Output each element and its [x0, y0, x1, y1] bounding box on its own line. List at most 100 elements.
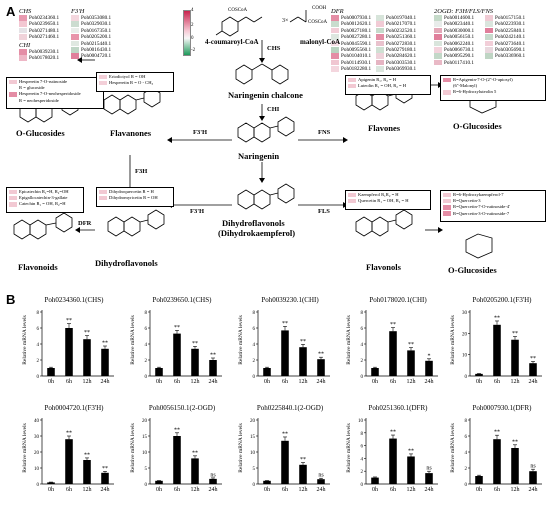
gene-name: Poh0217070.1: [386, 21, 417, 28]
box-text: R = neohesperidoside: [19, 97, 59, 103]
gene-swatch: [434, 40, 442, 47]
gene-group-title: F3'H: [71, 8, 85, 15]
gene-row: Poh0225840.1: [485, 27, 525, 34]
x-tick-label: 24h: [529, 379, 538, 385]
box-r-hydroxy: R=6-Hydroxykaempferol-7 R=Quercetin-3 R=Qu…: [440, 190, 546, 222]
gene-row: Poh0117410.1: [434, 59, 493, 66]
gene-name: Poh0271480.1: [29, 27, 60, 34]
box-line: Luteolin R₁ = OH, R₂ = H: [348, 83, 428, 89]
box-line: R=Quercetin-7-O-rutinoside-4': [443, 204, 543, 210]
significance-label: **: [390, 430, 396, 436]
x-tick-label: 0h: [264, 379, 270, 385]
box-swatch: [443, 90, 451, 95]
gene-swatch: [485, 15, 493, 21]
gene-name: Poh0104010.1: [341, 53, 372, 60]
gene-row: Poh0369930.1: [376, 66, 416, 72]
y-tick-label: 0: [465, 483, 468, 488]
box-eriodictyol: Eriodictyol R = OH Hesperetin R = O - CH₃: [96, 72, 174, 92]
gene-name: Poh0303530.1: [386, 59, 417, 66]
enzyme-dfr: DFR: [78, 220, 92, 227]
color-legend: 4 2 0 -2: [183, 8, 197, 56]
gene-name: Poh0336960.1: [495, 53, 526, 60]
box-apigenin: Apigenin R₁, R₂ = H Luteolin R₁ = OH, R₂ …: [345, 75, 431, 95]
box-line: Eriodictyol R = OH: [99, 74, 171, 80]
gene-name: Poh0272830.1: [386, 40, 417, 47]
gene-name: Poh0205200.1: [81, 34, 112, 41]
box-line: (6''-Malonyl): [443, 83, 543, 89]
gene-row: Poh0305690.1: [485, 46, 525, 53]
y-tick-label: 20: [142, 419, 148, 424]
gene-row: Poh0182280.1: [331, 66, 371, 72]
oglu-right-top-label: O-Glucosides: [453, 121, 502, 131]
box-swatch: [443, 77, 451, 83]
chart-title: Poh0056150.1(2-OGD): [149, 404, 216, 412]
x-tick-label: 6h: [66, 487, 72, 493]
chart-ylabel: Relative mRNA levels: [130, 315, 136, 365]
x-tick-label: 0h: [372, 487, 378, 493]
box-line: Hesperetin 7-O-rutinoside: [9, 79, 101, 85]
box-line: R = neohesperidoside: [9, 98, 101, 104]
gene-name: Poh0062240.1: [444, 40, 475, 47]
y-tick-label: 6: [465, 435, 468, 440]
gene-row: Poh0178020.1: [19, 55, 59, 61]
box-swatch: [348, 192, 356, 198]
bar-charts: Poh0234360.1(CHS)Relative mRNA levels024…: [22, 296, 542, 493]
box-text: R=6-Hydroxykaempferol-7: [453, 192, 504, 197]
gene-name: Poh0030000.1: [444, 27, 475, 34]
gene-row: Poh0062240.1: [434, 40, 493, 47]
gene-row: Poh0004720.1: [71, 53, 111, 59]
gene-group: CHS Poh0234360.1 Poh0239650.1 Poh0271480.1 P…: [19, 8, 59, 41]
gene-swatch: [19, 49, 27, 55]
box-text: Dihydroquercetin R = H: [109, 189, 154, 194]
box-line: Hesperetin 7-O-neohesperidoside: [9, 91, 101, 97]
gene-swatch: [331, 66, 339, 72]
significance-label: **: [318, 352, 324, 358]
y-tick-label: 0: [253, 375, 256, 380]
gene-swatch: [71, 40, 79, 47]
gene-name: Poh0239650.1: [29, 21, 60, 28]
gene-name: Poh0305690.1: [495, 46, 526, 53]
y-tick-label: 0: [465, 375, 468, 380]
gene-name: Poh0045590.1: [341, 40, 372, 47]
gene-swatch: [71, 53, 79, 59]
y-tick-label: 6: [145, 327, 148, 332]
chart-title: Poh0007930.1(DFR): [473, 404, 533, 412]
gene-name: Poh0066730.1: [444, 46, 475, 53]
gene-swatch: [19, 27, 27, 34]
gene-name: Poh0178020.1: [29, 55, 60, 62]
x-tick-label: 12h: [83, 379, 92, 385]
chart-title: Poh0251360.1(DFR): [369, 404, 429, 412]
bar: [47, 368, 55, 376]
gene-row: Poh0007930.1: [331, 15, 371, 21]
y-tick-label: 5: [145, 467, 148, 472]
gene-name: Poh0157150.1: [495, 15, 526, 21]
malonyl-scoa: COSCoA: [308, 20, 328, 25]
bar: [371, 477, 379, 484]
gene-swatch: [434, 21, 442, 27]
chart-title: Poh0178020.1(CHI): [369, 296, 427, 304]
y-tick-label: 8: [361, 311, 364, 316]
x-tick-label: 24h: [209, 487, 218, 493]
flavonols-structure: [355, 209, 413, 237]
gene-name: Poh0007930.1: [341, 15, 372, 21]
box-swatch: [9, 92, 17, 97]
bar: [475, 373, 483, 376]
x-tick-label: 12h: [191, 487, 200, 493]
coumaroyl-structure: [215, 16, 263, 37]
gene-swatch: [331, 27, 339, 34]
dihydro-main-label-2: (Dihydrokaempferol): [218, 228, 296, 238]
gene-row: Poh0012620.1: [331, 21, 371, 27]
gene-swatch: [434, 59, 442, 66]
gene-swatch: [331, 40, 339, 47]
box-swatch: [99, 80, 107, 86]
box-swatch: [99, 195, 107, 201]
gene-swatch: [71, 15, 79, 21]
y-tick-label: 15: [250, 435, 256, 440]
gene-swatch: [485, 53, 493, 59]
oglu-right-bottom-label: O-Glucosides: [448, 265, 497, 275]
gene-swatch: [376, 66, 384, 72]
box-text: Eriodictyol R = OH: [109, 74, 146, 79]
x-tick-label: 6h: [390, 487, 396, 493]
gene-name: Poh0197040.1: [386, 15, 417, 21]
significance-label: **: [84, 330, 90, 336]
